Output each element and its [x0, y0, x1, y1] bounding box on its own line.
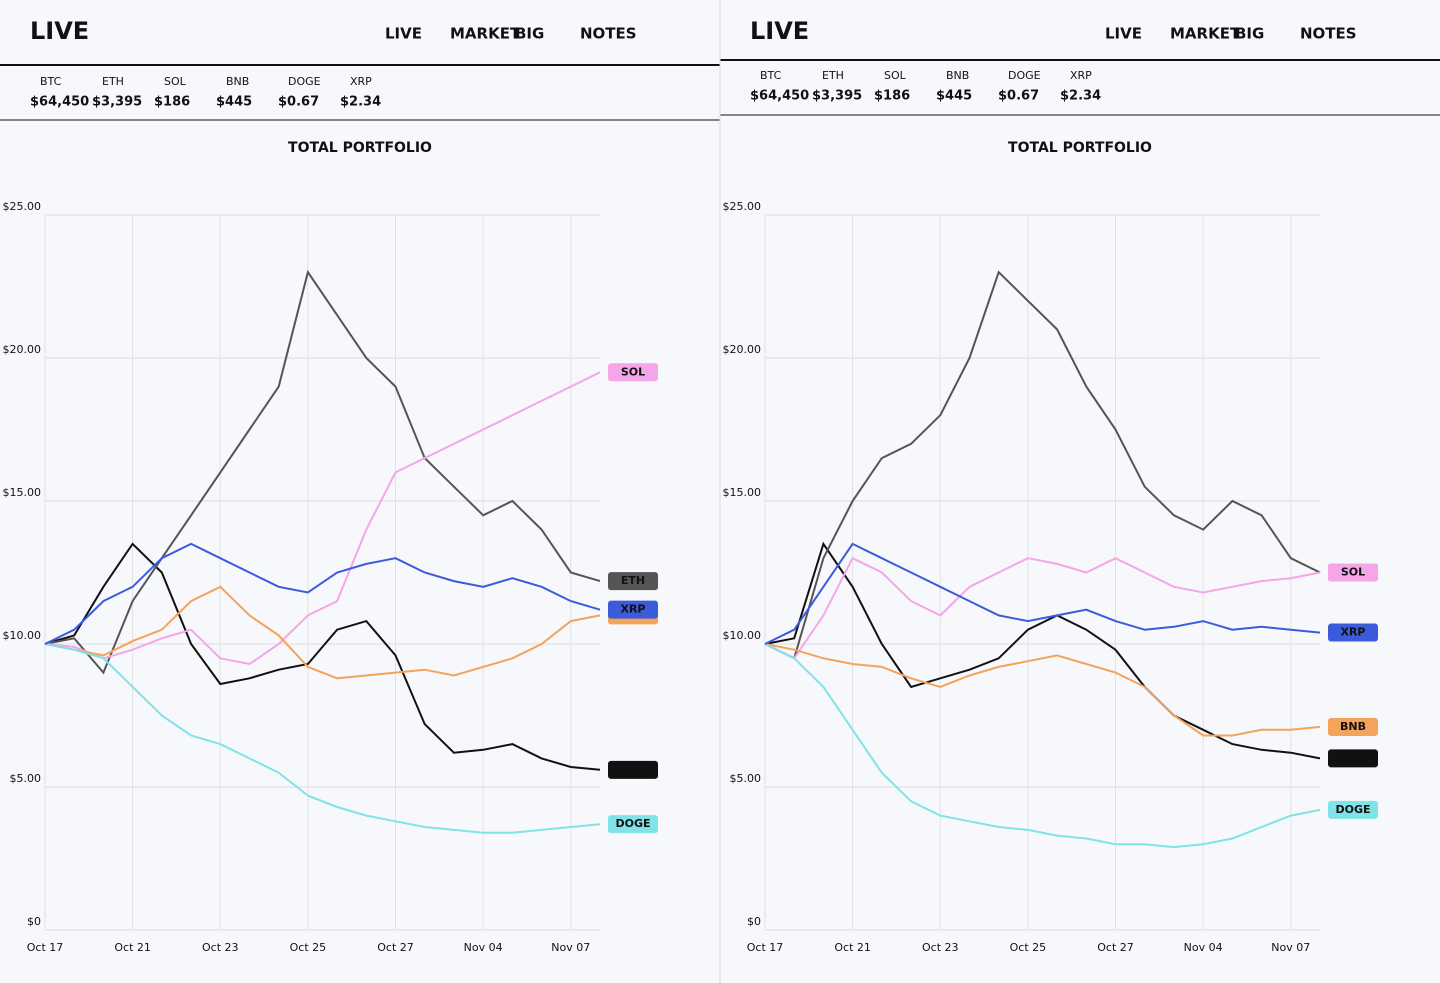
ticker-symbol[interactable]: BTC	[40, 75, 62, 88]
y-tick-label: $20.00	[723, 343, 762, 356]
end-label-box	[1328, 563, 1378, 582]
end-label-box	[608, 600, 658, 619]
end-label-box	[608, 760, 658, 779]
series-line	[764, 542, 1321, 645]
ticker-price[interactable]: $2.34	[1060, 89, 1101, 104]
end-label-box	[608, 815, 658, 834]
x-tick-label: Oct 27	[377, 941, 414, 954]
series-name: DOGE	[1335, 803, 1370, 816]
ticker-price[interactable]: $186	[154, 95, 190, 110]
ticker-price[interactable]: $0.67	[998, 89, 1039, 104]
x-tick-label: Oct 17	[747, 941, 784, 954]
series-name: SOL	[1341, 566, 1365, 579]
y-tick-label: $20.00	[3, 343, 42, 356]
end-label-box	[608, 572, 658, 591]
chart-title: TOTAL PORTFOLIO	[1008, 140, 1152, 156]
x-tick-label: Nov 07	[1271, 941, 1310, 954]
end-label-box	[1328, 800, 1378, 819]
nav-item[interactable]: BIG	[1235, 25, 1264, 43]
ticker-symbol[interactable]: BTC	[760, 69, 782, 82]
x-tick-label: Oct 21	[834, 941, 871, 954]
x-tick-label: Oct 25	[290, 941, 327, 954]
series-line	[44, 585, 601, 680]
nav-item[interactable]: MARKET	[450, 25, 521, 43]
x-tick-label: Nov 04	[1184, 941, 1223, 954]
series-line	[764, 643, 1321, 737]
y-tick-label: $0	[27, 915, 41, 928]
series-name: XRP	[1340, 626, 1365, 639]
x-tick-label: Oct 17	[27, 941, 64, 954]
x-tick-label: Nov 07	[551, 941, 590, 954]
nav-item[interactable]: LIVE	[1105, 25, 1142, 43]
nav-item[interactable]: NOTES	[1300, 25, 1357, 43]
ticker-price[interactable]: $64,450	[750, 89, 809, 104]
y-tick-label: $5.00	[730, 772, 762, 785]
brand: LIVE	[30, 17, 89, 45]
y-tick-label: $5.00	[10, 772, 42, 785]
nav-item[interactable]: LIVE	[385, 25, 422, 43]
ticker-symbol[interactable]: ETH	[102, 75, 124, 88]
y-tick-label: $15.00	[723, 486, 762, 499]
x-tick-label: Oct 23	[922, 941, 959, 954]
end-label-box	[1328, 749, 1378, 768]
chart-title: TOTAL PORTFOLIO	[288, 140, 432, 156]
y-tick-label: $25.00	[3, 200, 42, 213]
y-tick-label: $0	[747, 915, 761, 928]
x-tick-label: Oct 23	[202, 941, 239, 954]
nav-item[interactable]: BIG	[515, 25, 544, 43]
series-line	[764, 541, 1321, 760]
series-line	[44, 269, 601, 675]
y-tick-label: $25.00	[723, 200, 762, 213]
ticker-symbol[interactable]: XRP	[350, 75, 372, 88]
series-line	[764, 556, 1321, 660]
end-label-box	[608, 363, 658, 382]
series-name: BTC	[621, 763, 645, 776]
ticker-price[interactable]: $186	[874, 89, 910, 104]
y-tick-label: $10.00	[723, 629, 762, 642]
ticker-symbol[interactable]: ETH	[822, 69, 844, 82]
x-tick-label: Oct 21	[114, 941, 151, 954]
ticker-price[interactable]: $64,450	[30, 95, 89, 110]
series-line	[44, 643, 601, 834]
ticker-price[interactable]: $3,395	[812, 89, 862, 104]
series-line	[44, 542, 601, 771]
ticker-symbol[interactable]: BNB	[226, 75, 249, 88]
series-line	[764, 270, 1321, 660]
x-tick-label: Oct 27	[1097, 941, 1134, 954]
y-tick-label: $15.00	[3, 486, 42, 499]
series-name: DOGE	[615, 817, 650, 830]
ticker-price[interactable]: $3,395	[92, 95, 142, 110]
series-line	[764, 643, 1321, 849]
series-name: ETH	[621, 574, 645, 587]
ticker-price[interactable]: $445	[936, 89, 972, 104]
ticker-symbol[interactable]: SOL	[164, 75, 187, 88]
ticker-symbol[interactable]: BNB	[946, 69, 969, 82]
x-tick-label: Nov 04	[464, 941, 503, 954]
ticker-price[interactable]: $445	[216, 95, 252, 110]
series-line	[44, 542, 601, 645]
series-name: BTC	[1341, 751, 1365, 764]
ticker-price[interactable]: $2.34	[340, 95, 381, 110]
series-line	[44, 371, 601, 666]
ticker-symbol[interactable]: XRP	[1070, 69, 1092, 82]
y-tick-label: $10.00	[3, 629, 42, 642]
x-tick-label: Oct 25	[1010, 941, 1047, 954]
series-name: BNB	[1340, 720, 1366, 733]
brand: LIVE	[750, 17, 809, 45]
nav-item[interactable]: NOTES	[580, 25, 637, 43]
nav-item[interactable]: MARKET	[1170, 25, 1241, 43]
series-name: SOL	[621, 365, 645, 378]
end-label-box	[1328, 717, 1378, 736]
ticker-symbol[interactable]: SOL	[884, 69, 907, 82]
end-label-box	[1328, 623, 1378, 642]
ticker-symbol[interactable]: DOGE	[288, 75, 321, 88]
ticker-symbol[interactable]: DOGE	[1008, 69, 1041, 82]
series-name: XRP	[620, 603, 645, 616]
ticker-price[interactable]: $0.67	[278, 95, 319, 110]
